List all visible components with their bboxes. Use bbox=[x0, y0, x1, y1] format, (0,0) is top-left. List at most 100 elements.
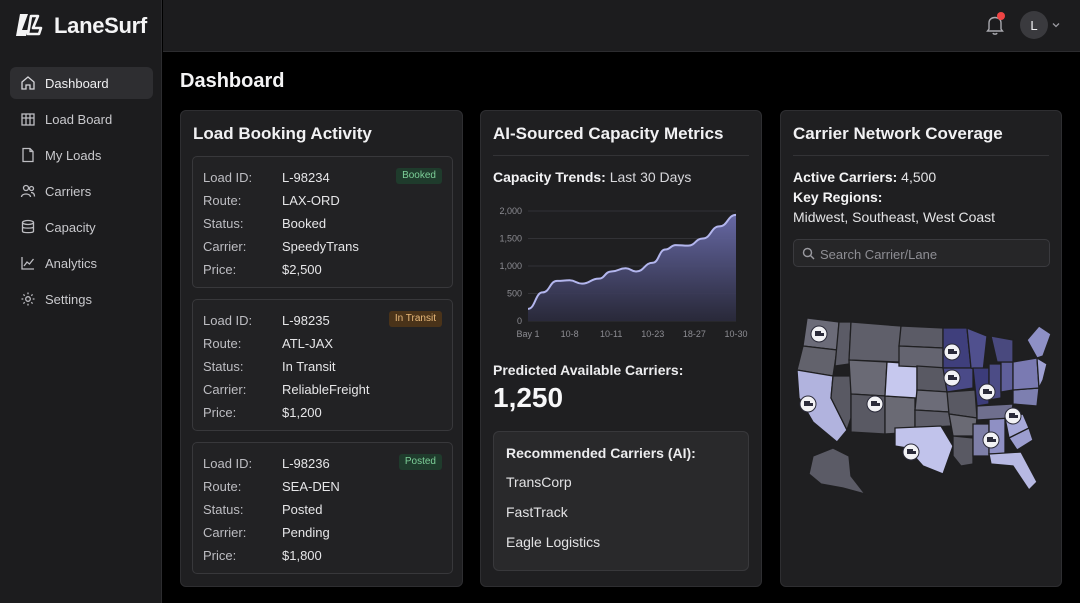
network-coverage-card: Carrier Network Coverage Active Carriers… bbox=[780, 110, 1062, 587]
predicted-carriers-label: Predicted Available Carriers: bbox=[493, 362, 684, 378]
active-carriers: Active Carriers: 4,500 bbox=[793, 169, 936, 185]
chevron-down-icon[interactable] bbox=[1051, 20, 1061, 30]
card-title: Carrier Network Coverage bbox=[793, 124, 1003, 143]
status-badge: In Transit bbox=[388, 311, 442, 327]
search-icon bbox=[802, 247, 815, 260]
field-label: Price: bbox=[203, 405, 237, 420]
trend-period: Last 30 Days bbox=[609, 169, 692, 185]
field-label: Status: bbox=[203, 359, 244, 374]
x-tick-label: 10-8 bbox=[561, 329, 579, 339]
load-item[interactable]: In Transit Load ID: L-98235 Route: ATL-J… bbox=[192, 299, 453, 431]
divider bbox=[493, 155, 749, 156]
card-title: AI-Sourced Capacity Metrics bbox=[493, 124, 724, 143]
key-regions-label: Key Regions: bbox=[793, 189, 883, 205]
sidebar-item-load-board[interactable]: Load Board bbox=[10, 103, 153, 135]
field-label: Status: bbox=[203, 216, 244, 231]
us-coverage-map[interactable] bbox=[791, 306, 1053, 511]
brand-logo[interactable]: LaneSurf bbox=[16, 12, 147, 40]
sidebar-item-dashboard[interactable]: Dashboard bbox=[10, 67, 153, 99]
chart-series-line bbox=[527, 213, 737, 310]
load-item[interactable]: Posted Load ID: L-98236 Route: SEA-DEN S… bbox=[192, 442, 453, 574]
sidebar-item-my-loads[interactable]: My Loads bbox=[10, 139, 153, 171]
sidebar-item-analytics[interactable]: Analytics bbox=[10, 247, 153, 279]
status-badge: Posted bbox=[398, 454, 442, 470]
load-status: In Transit bbox=[282, 359, 336, 374]
home-icon bbox=[20, 75, 36, 91]
x-tick-label: 10-23 bbox=[641, 329, 664, 339]
y-tick-label: 500 bbox=[507, 289, 522, 299]
load-status: Booked bbox=[282, 216, 327, 231]
x-tick-label: Bay 1 bbox=[516, 329, 539, 339]
card-title: Load Booking Activity bbox=[193, 124, 372, 143]
load-price: $1,800 bbox=[282, 548, 322, 563]
page-title: Dashboard bbox=[180, 70, 285, 92]
chart-x-axis: Bay 1 10-8 10-11 10-23 18-27 10-30 bbox=[516, 329, 747, 339]
x-tick-label: 18-27 bbox=[683, 329, 706, 339]
sidebar-item-label: Dashboard bbox=[45, 75, 109, 91]
bell-icon[interactable] bbox=[985, 14, 1005, 36]
divider bbox=[793, 155, 1049, 156]
load-carrier: ReliableFreight bbox=[282, 382, 370, 397]
field-label: Route: bbox=[203, 193, 242, 208]
sidebar-item-carriers[interactable]: Carriers bbox=[10, 175, 153, 207]
search-input[interactable] bbox=[820, 245, 1040, 263]
trend-label: Capacity Trends: bbox=[493, 169, 606, 185]
document-icon bbox=[20, 147, 36, 163]
active-carriers-value: 4,500 bbox=[901, 169, 937, 185]
key-regions-value: Midwest, Southeast, West Coast bbox=[793, 209, 996, 225]
load-route: ATL-JAX bbox=[282, 336, 334, 351]
sidebar-item-label: Carriers bbox=[45, 183, 92, 199]
field-label: Carrier: bbox=[203, 525, 247, 540]
avatar[interactable]: L bbox=[1020, 11, 1048, 39]
sidebar-item-capacity[interactable]: Capacity bbox=[10, 211, 153, 243]
capacity-trend-label: Capacity Trends: Last 30 Days bbox=[493, 169, 691, 185]
gear-icon bbox=[20, 291, 36, 307]
top-bar: L bbox=[163, 0, 1080, 52]
load-status: Posted bbox=[282, 502, 323, 517]
field-label: Route: bbox=[203, 479, 242, 494]
load-id: L-98234 bbox=[282, 170, 330, 185]
database-icon bbox=[20, 219, 36, 235]
load-id: L-98236 bbox=[282, 456, 330, 471]
x-tick-label: 10-30 bbox=[724, 329, 747, 339]
recommended-carriers-panel: Recommended Carriers (AI): TransCorp Fas… bbox=[493, 431, 749, 571]
brand-name: LaneSurf bbox=[54, 13, 147, 38]
capacity-card: AI-Sourced Capacity Metrics Capacity Tre… bbox=[480, 110, 762, 587]
users-icon bbox=[20, 183, 36, 199]
predicted-carriers-value: 1,250 bbox=[493, 382, 564, 413]
sidebar-item-label: Capacity bbox=[45, 219, 96, 235]
load-booking-card: Load Booking Activity Booked Load ID: L-… bbox=[180, 110, 463, 587]
recommended-carrier[interactable]: Eagle Logistics bbox=[506, 534, 601, 550]
sidebar: LaneSurf Dashboard Load Board My Loads C… bbox=[0, 0, 162, 603]
field-label: Price: bbox=[203, 262, 237, 277]
chart-area-fill bbox=[528, 214, 736, 321]
sidebar-item-settings[interactable]: Settings bbox=[10, 283, 153, 315]
capacity-trend-chart: 2,000 1,500 1,000 500 0 Bay 1 10-8 10-11 10-23 1… bbox=[499, 206, 747, 339]
y-tick-label: 2,000 bbox=[499, 206, 522, 216]
recommended-carrier[interactable]: TransCorp bbox=[506, 474, 572, 490]
load-price: $1,200 bbox=[282, 405, 322, 420]
field-label: Load ID: bbox=[203, 313, 253, 328]
load-route: SEA-DEN bbox=[282, 479, 340, 494]
y-tick-label: 0 bbox=[517, 316, 522, 326]
carrier-lane-search[interactable] bbox=[793, 239, 1050, 267]
status-badge: Booked bbox=[396, 168, 442, 184]
load-carrier: Pending bbox=[282, 525, 330, 540]
field-label: Status: bbox=[203, 502, 244, 517]
field-label: Load ID: bbox=[203, 170, 253, 185]
load-route: LAX-ORD bbox=[282, 193, 340, 208]
field-label: Route: bbox=[203, 336, 242, 351]
y-tick-label: 1,000 bbox=[499, 261, 522, 271]
field-label: Carrier: bbox=[203, 239, 247, 254]
sidebar-item-label: My Loads bbox=[45, 147, 102, 163]
recommended-carrier[interactable]: FastTrack bbox=[506, 504, 568, 520]
sidebar-item-label: Analytics bbox=[45, 255, 98, 271]
load-item[interactable]: Booked Load ID: L-98234 Route: LAX-ORD S… bbox=[192, 156, 453, 288]
notification-dot bbox=[997, 12, 1005, 20]
recommended-carriers-title: Recommended Carriers (AI): bbox=[506, 445, 696, 461]
active-carriers-label: Active Carriers: bbox=[793, 169, 898, 185]
load-price: $2,500 bbox=[282, 262, 322, 277]
lanesurf-logo-icon bbox=[16, 14, 43, 36]
sidebar-item-label: Load Board bbox=[45, 111, 113, 127]
chart-y-axis: 2,000 1,500 1,000 500 0 bbox=[499, 206, 522, 326]
